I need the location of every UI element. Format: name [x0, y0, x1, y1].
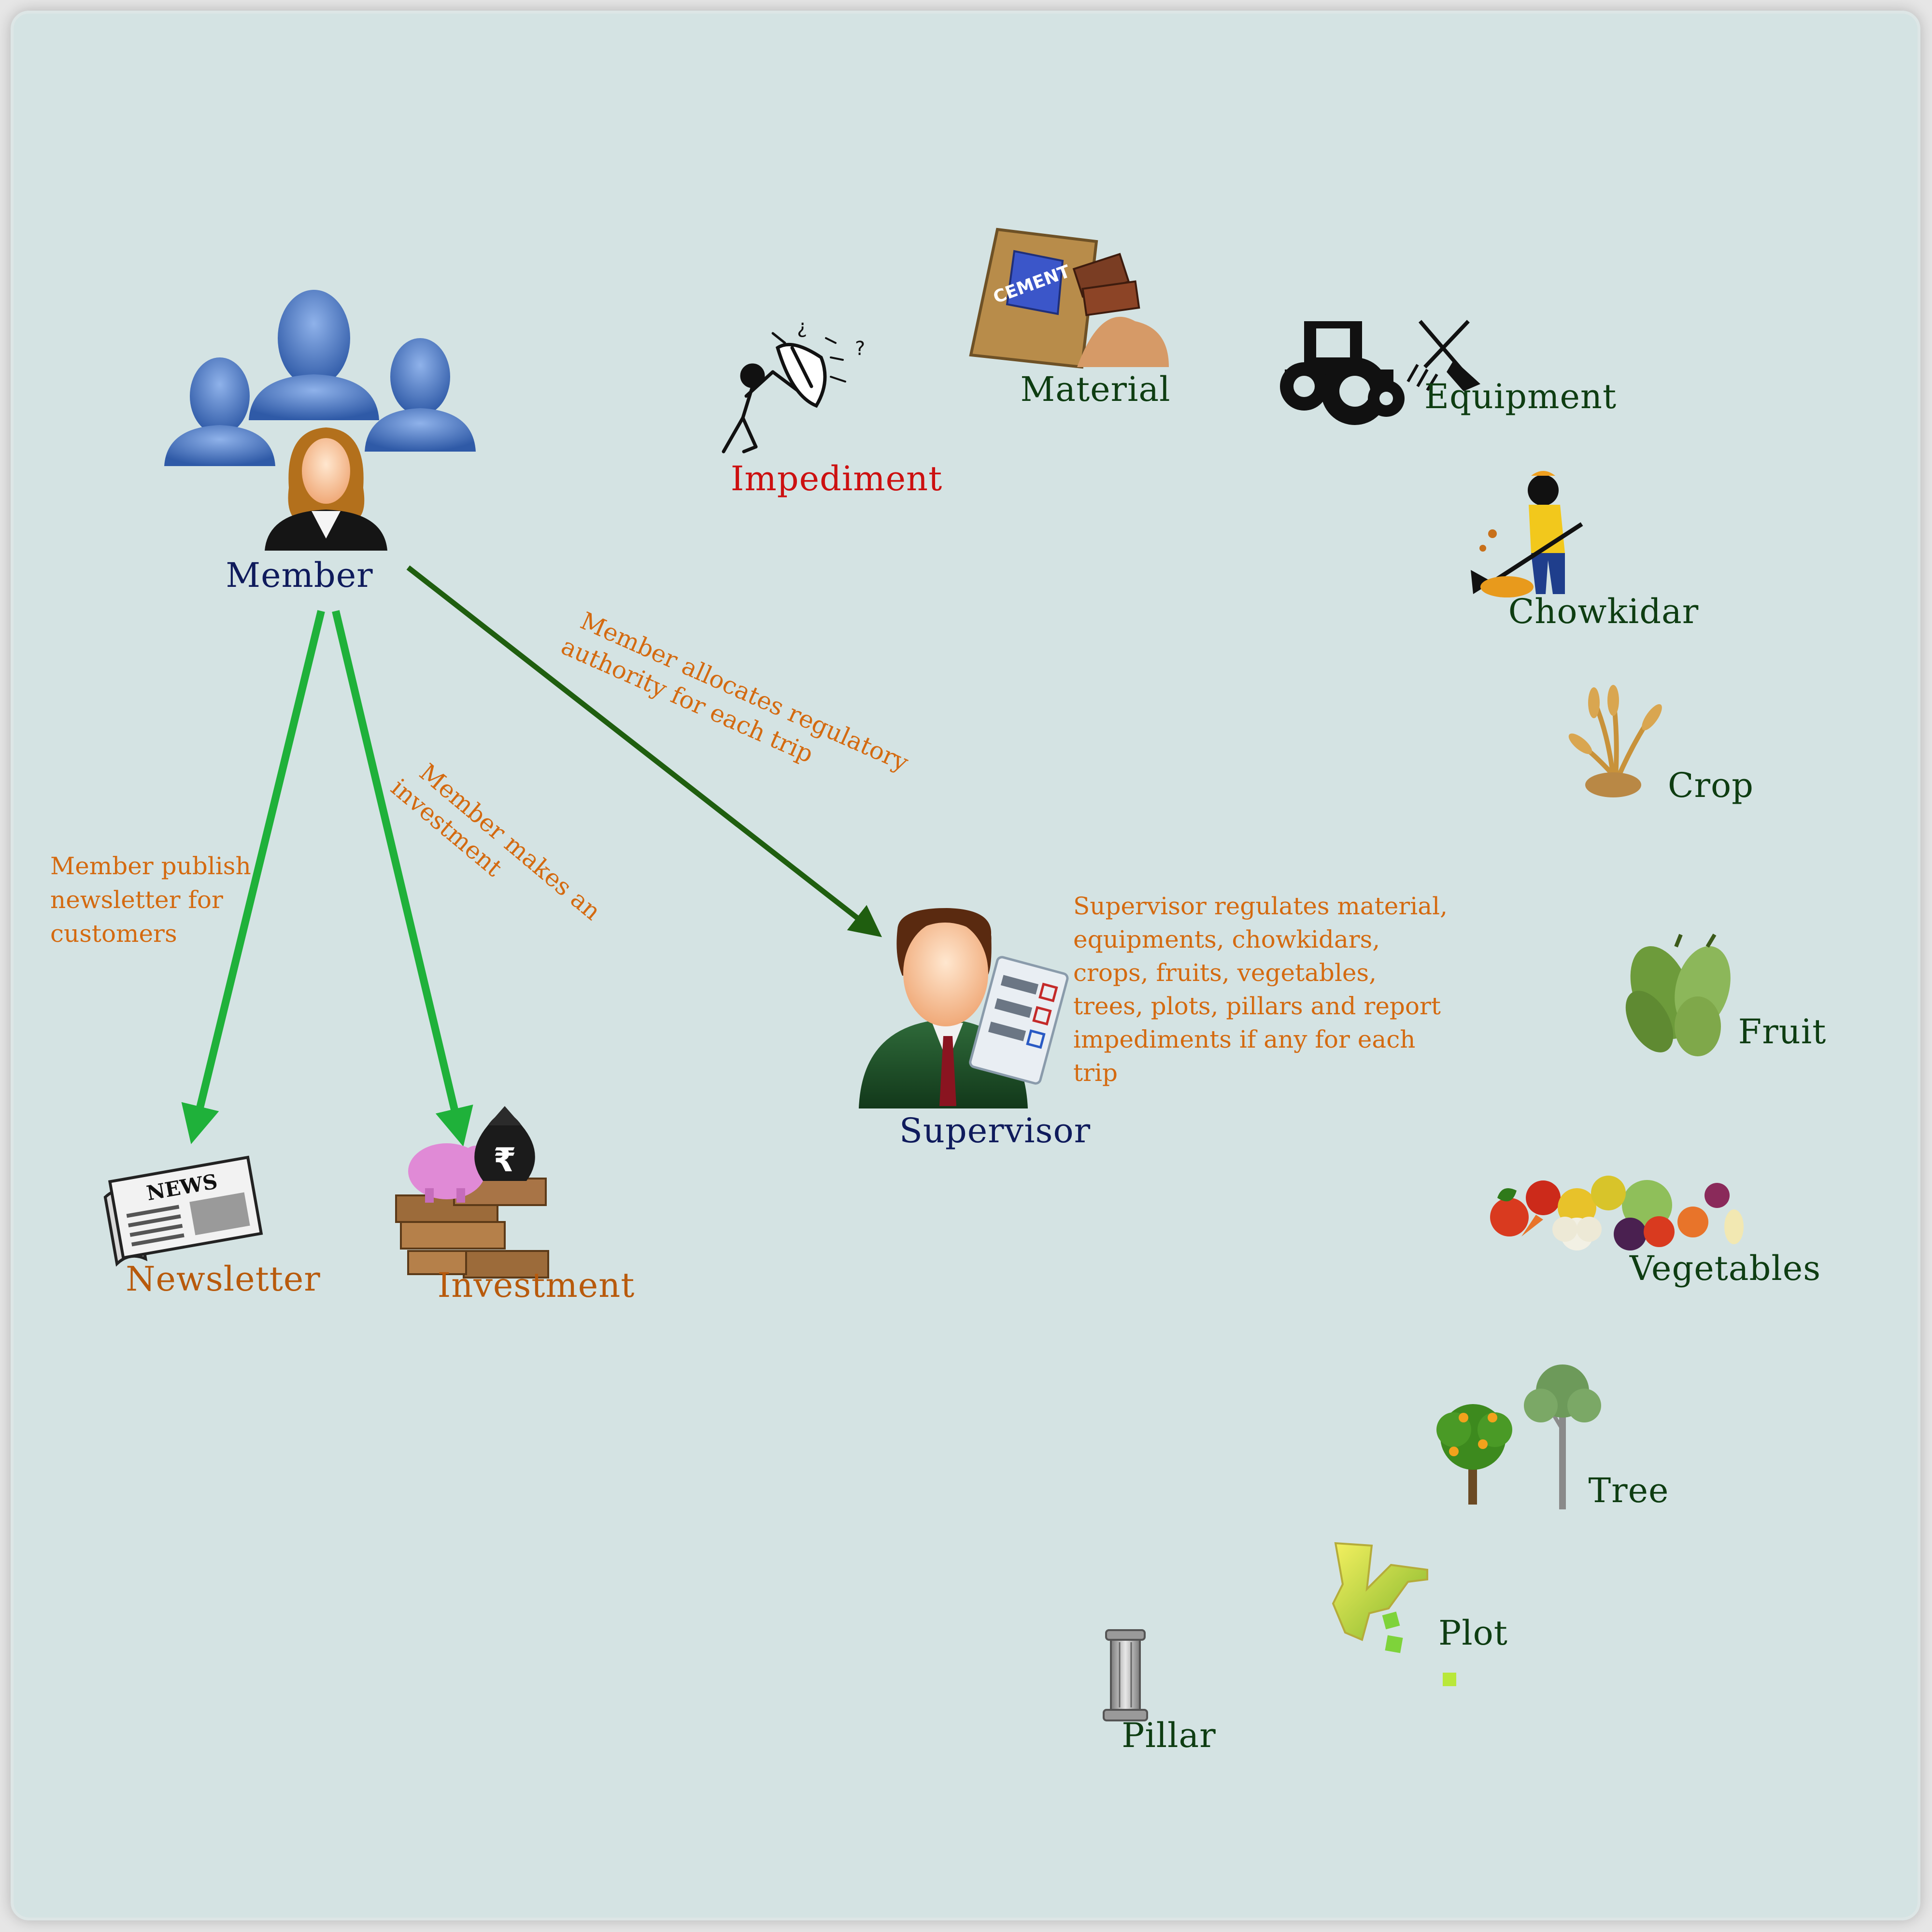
newsletter-label: Newsletter	[126, 1259, 320, 1299]
land-plot-icon	[1332, 1542, 1456, 1686]
fruit-label: Fruit	[1738, 1012, 1827, 1051]
svg-text:¿: ¿	[797, 316, 807, 338]
edge-label-newsletter-line: Member publish	[50, 852, 251, 880]
tree-node[interactable]: Tree	[1436, 1364, 1669, 1510]
svg-text:₹: ₹	[493, 1141, 516, 1179]
supervisor-note-line: Supervisor regulates material,	[1073, 892, 1448, 920]
vegetables-icon	[1490, 1176, 1744, 1250]
supervisor-label: Supervisor	[899, 1111, 1091, 1151]
chowkidar-label: Chowkidar	[1508, 592, 1699, 631]
edge-member-newsletter	[181, 610, 325, 1144]
newsletter-node[interactable]: NEWS Newsletter	[103, 1155, 321, 1299]
equipment-label: Equipment	[1424, 377, 1617, 416]
tree-label: Tree	[1588, 1471, 1669, 1510]
chowkidar-node[interactable]: Chowkidar	[1471, 471, 1699, 631]
supervisor-note: Supervisor regulates material, equipment…	[1073, 892, 1455, 1087]
edge-member-supervisor	[406, 565, 882, 938]
edge-label-newsletter-line: newsletter for	[50, 886, 223, 914]
supervisor-note-line: trip	[1073, 1059, 1118, 1087]
material-node[interactable]: CEMENT Material	[969, 227, 1171, 409]
impediment-node[interactable]: ¿ ? Impediment	[722, 316, 942, 498]
edge-label-investment: Member makes an investment	[385, 751, 612, 954]
tractor-tools-icon	[1280, 320, 1480, 425]
edge-label-newsletter: Member publish newsletter for customers	[50, 852, 259, 948]
supervisor-note-line: crops, fruits, vegetables,	[1073, 959, 1377, 987]
group-of-people-icon	[164, 290, 476, 551]
pillar-node[interactable]: Pillar	[1103, 1629, 1216, 1755]
svg-text:?: ?	[855, 338, 865, 360]
figure-with-umbrella-icon: ¿ ?	[722, 316, 865, 454]
member-node[interactable]: Member	[164, 290, 476, 595]
newspaper-icon: NEWS	[103, 1155, 263, 1267]
pillar-label: Pillar	[1122, 1716, 1216, 1755]
material-label: Material	[1021, 369, 1171, 409]
cement-bag-icon: CEMENT	[969, 227, 1169, 369]
mango-icon	[1625, 933, 1731, 1056]
crop-label: Crop	[1668, 766, 1754, 805]
fruit-node[interactable]: Fruit	[1616, 933, 1827, 1061]
worker-raking-icon	[1471, 471, 1583, 597]
edge-label-supervisor: Member allocates regulatory authority fo…	[557, 604, 920, 809]
supervisor-note-line: impediments if any for each	[1073, 1025, 1415, 1053]
supervisor-note-line: trees, plots, pillars and report	[1073, 992, 1441, 1020]
vegetables-node[interactable]: Vegetables	[1490, 1176, 1821, 1288]
supervisor-note-line: equipments, chowkidars,	[1073, 925, 1380, 953]
impediment-label: Impediment	[731, 459, 942, 498]
investment-node[interactable]: ₹ Investment	[395, 1106, 635, 1305]
supervisor-node[interactable]: Supervisor	[859, 908, 1091, 1151]
wheat-icon	[1568, 685, 1662, 797]
crop-node[interactable]: Crop	[1565, 685, 1754, 805]
plot-node[interactable]: Plot	[1332, 1542, 1508, 1686]
equipment-node[interactable]: Equipment	[1280, 320, 1617, 425]
edge-label-newsletter-line: customers	[50, 920, 177, 948]
businessman-checklist-icon	[859, 908, 1069, 1108]
investment-label: Investment	[438, 1265, 635, 1305]
edge-label-supervisor-line: Member allocates regulatory	[576, 607, 913, 777]
member-label: Member	[226, 555, 373, 595]
edge-member-investment	[332, 610, 473, 1147]
piggy-bank-money-icon: ₹	[395, 1106, 549, 1279]
trees-icon	[1436, 1364, 1601, 1509]
pillar-icon	[1103, 1629, 1148, 1721]
plot-label: Plot	[1438, 1613, 1508, 1653]
vegetables-label: Vegetables	[1629, 1249, 1821, 1288]
